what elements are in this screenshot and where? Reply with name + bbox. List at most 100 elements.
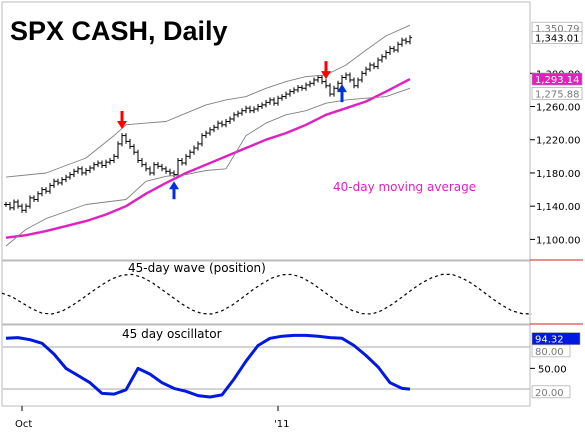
x-axis: Oct '11 (15, 406, 289, 430)
x-tick-label-11: '11 (274, 419, 289, 430)
price-bar (316, 74, 320, 83)
price-bar (180, 158, 184, 166)
price-bar (28, 195, 32, 209)
price-bar (204, 130, 208, 139)
osc-ref-label: 20.00 (531, 385, 571, 399)
price-bar (284, 91, 288, 100)
blue-up-arrow-icon (337, 84, 347, 103)
price-bar (36, 191, 40, 203)
red-down-arrow-icon (321, 61, 331, 80)
price-bar (64, 174, 68, 183)
value-labels: 1,350.791,343.01 1,293.14 1,275.88 80.00 20.… (531, 21, 583, 399)
blue-up-arrow-icon (169, 181, 179, 200)
wave-panel-frame (1, 260, 531, 325)
y-tick-label: 1,100.00 (536, 235, 581, 246)
price-bar (236, 110, 240, 118)
svg-text:1,350.79: 1,350.79 (535, 24, 580, 35)
price-bar (376, 57, 380, 70)
price-bar (112, 153, 116, 163)
wave-line-group (1, 273, 533, 315)
price-bar (160, 163, 164, 172)
price-bar (368, 62, 372, 72)
price-bar (128, 138, 132, 149)
price-bar (140, 158, 144, 168)
price-bar (132, 143, 136, 155)
price-bar (196, 141, 200, 151)
price-bar (192, 145, 196, 155)
price-bar (44, 187, 48, 194)
price-bar (56, 178, 60, 186)
price-bar (124, 133, 128, 144)
price-bar (396, 41, 400, 53)
price-value-label: 1,350.79 (531, 21, 583, 35)
price-bar (4, 202, 8, 208)
price-bar (308, 80, 312, 88)
price-bar (12, 199, 16, 211)
price-bar (380, 54, 384, 63)
osc-ref-label: 80.00 (531, 344, 571, 358)
signal-arrows (117, 61, 347, 200)
price-bar (264, 99, 268, 108)
price-bar (256, 104, 260, 112)
price-bar (304, 82, 308, 91)
price-bar (392, 45, 396, 53)
price-bar (8, 202, 12, 211)
price-bar (72, 168, 76, 178)
price-bar (208, 127, 212, 136)
price-bar (148, 166, 152, 176)
price-bar (300, 84, 304, 91)
price-bar (372, 62, 376, 70)
price-bar (212, 124, 216, 133)
price-bar (80, 166, 84, 176)
price-bar (108, 158, 112, 165)
price-bar (156, 162, 160, 169)
price-bar (24, 203, 28, 213)
oscillator-panel-frame (1, 324, 531, 407)
price-bar (360, 70, 364, 83)
price-bar (104, 159, 108, 168)
price-bar (16, 199, 20, 209)
price-bar (404, 37, 408, 45)
price-bar (268, 97, 272, 105)
price-value-label: 1,343.01 (531, 31, 583, 45)
price-bar (240, 108, 244, 116)
oscillator-line (5, 333, 411, 399)
price-bar (296, 84, 300, 93)
price-bar (216, 120, 220, 130)
price-bar (388, 45, 392, 56)
price-bar (384, 50, 388, 60)
oscillator-line-group (5, 333, 411, 399)
price-bar (356, 77, 360, 89)
price-bar (280, 94, 284, 101)
price-bar (144, 162, 148, 172)
price-bar (40, 187, 44, 197)
price-value-label: 1,293.14 (531, 72, 583, 86)
price-bar (224, 118, 228, 128)
price-bar (292, 87, 296, 95)
y-tick-label: 1,180.00 (536, 169, 581, 180)
price-bar (20, 203, 24, 213)
ma-annotation: 40-day moving average (333, 180, 476, 194)
wave-line (1, 273, 533, 315)
price-bar (336, 80, 340, 91)
svg-text:1,293.14: 1,293.14 (535, 75, 580, 86)
price-bar (328, 83, 332, 97)
price-bar (188, 149, 192, 159)
price-bar (100, 160, 104, 168)
price-bar (96, 160, 100, 168)
price-bar (228, 116, 232, 124)
price-bar (232, 112, 236, 122)
svg-text:94.32: 94.32 (535, 335, 564, 346)
price-bar (364, 66, 368, 76)
price-bar (344, 72, 348, 80)
price-bar (176, 158, 180, 178)
x-tick-label-oct: Oct (15, 419, 32, 430)
price-bar (136, 149, 140, 163)
price-bar (68, 172, 72, 180)
price-bar (312, 77, 316, 86)
price-panel-frame (1, 1, 531, 261)
price-bar (332, 85, 336, 97)
oscillator-label: 45 day oscillator (122, 327, 222, 341)
price-bar (76, 166, 80, 174)
